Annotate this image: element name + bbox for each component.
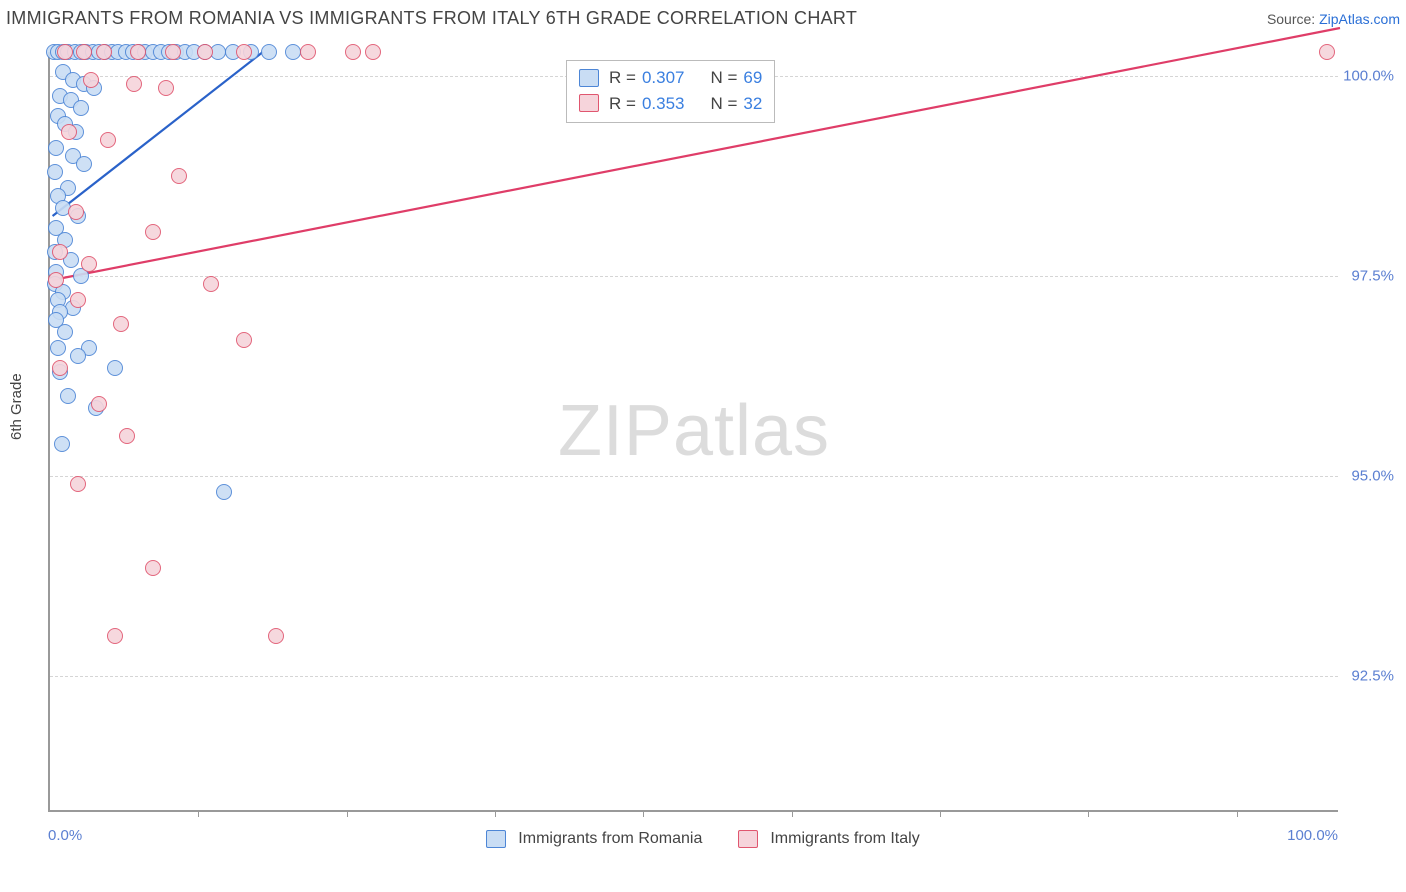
data-point-italy — [61, 124, 77, 140]
source: Source: ZipAtlas.com — [1267, 11, 1400, 27]
data-point-romania — [285, 44, 301, 60]
data-point-romania — [60, 388, 76, 404]
data-point-romania — [50, 340, 66, 356]
data-point-romania — [57, 324, 73, 340]
legend-r-label: R = — [609, 91, 636, 117]
data-point-italy — [57, 44, 73, 60]
data-point-italy — [145, 224, 161, 240]
data-point-italy — [268, 628, 284, 644]
x-tick-label: 100.0% — [1287, 827, 1338, 844]
correlation-legend: R = 0.307 N = 69 R = 0.353 N = 32 — [566, 60, 775, 123]
legend-n-label: N = — [710, 65, 737, 91]
x-tick-label: 0.0% — [48, 827, 82, 844]
data-point-italy — [236, 44, 252, 60]
data-point-romania — [261, 44, 277, 60]
data-point-italy — [91, 396, 107, 412]
legend-r-label: R = — [609, 65, 636, 91]
data-point-italy — [158, 80, 174, 96]
data-point-italy — [76, 44, 92, 60]
data-point-romania — [70, 348, 86, 364]
data-point-italy — [107, 628, 123, 644]
data-point-italy — [126, 76, 142, 92]
legend-row-romania: R = 0.307 N = 69 — [579, 65, 762, 91]
data-point-italy — [130, 44, 146, 60]
legend-n-label: N = — [710, 91, 737, 117]
y-tick-label: 95.0% — [1351, 468, 1394, 485]
y-tick-label: 100.0% — [1343, 68, 1394, 85]
data-point-romania — [216, 484, 232, 500]
source-link[interactable]: ZipAtlas.com — [1319, 11, 1400, 27]
data-point-italy — [96, 44, 112, 60]
data-point-italy — [100, 132, 116, 148]
source-label: Source: — [1267, 11, 1315, 27]
legend-swatch — [486, 830, 506, 848]
series-legend: Immigrants from Romania Immigrants from I… — [0, 830, 1406, 848]
y-axis-label: 6th Grade — [8, 373, 25, 440]
y-tick-label: 97.5% — [1351, 268, 1394, 285]
trend-overlay — [50, 52, 1340, 812]
data-point-italy — [197, 44, 213, 60]
data-point-italy — [171, 168, 187, 184]
data-point-italy — [70, 292, 86, 308]
legend-n-value: 32 — [743, 91, 762, 117]
data-point-italy — [300, 44, 316, 60]
data-point-romania — [54, 436, 70, 452]
data-point-italy — [236, 332, 252, 348]
data-point-italy — [365, 44, 381, 60]
data-point-italy — [48, 272, 64, 288]
data-point-italy — [145, 560, 161, 576]
legend-swatch — [738, 830, 758, 848]
data-point-romania — [107, 360, 123, 376]
data-point-italy — [52, 244, 68, 260]
legend-n-value: 69 — [743, 65, 762, 91]
data-point-italy — [83, 72, 99, 88]
data-point-italy — [68, 204, 84, 220]
header: IMMIGRANTS FROM ROMANIA VS IMMIGRANTS FR… — [6, 8, 1400, 29]
plot-area: ZIPatlas — [48, 52, 1338, 812]
data-point-italy — [165, 44, 181, 60]
data-point-italy — [81, 256, 97, 272]
legend-r-value: 0.353 — [642, 91, 685, 117]
data-point-italy — [113, 316, 129, 332]
legend-r-value: 0.307 — [642, 65, 685, 91]
legend-label: Immigrants from Romania — [518, 830, 702, 848]
legend-item-romania: Immigrants from Romania — [486, 830, 702, 848]
data-point-italy — [52, 360, 68, 376]
data-point-romania — [48, 140, 64, 156]
data-point-italy — [203, 276, 219, 292]
data-point-romania — [76, 156, 92, 172]
y-tick-label: 92.5% — [1351, 668, 1394, 685]
legend-swatch — [579, 69, 599, 87]
data-point-italy — [1319, 44, 1335, 60]
data-point-italy — [119, 428, 135, 444]
chart-title: IMMIGRANTS FROM ROMANIA VS IMMIGRANTS FR… — [6, 8, 857, 29]
data-point-italy — [345, 44, 361, 60]
data-point-romania — [47, 164, 63, 180]
data-point-italy — [70, 476, 86, 492]
legend-row-italy: R = 0.353 N = 32 — [579, 91, 762, 117]
legend-item-italy: Immigrants from Italy — [738, 830, 919, 848]
legend-swatch — [579, 94, 599, 112]
data-point-romania — [73, 100, 89, 116]
legend-label: Immigrants from Italy — [770, 830, 919, 848]
